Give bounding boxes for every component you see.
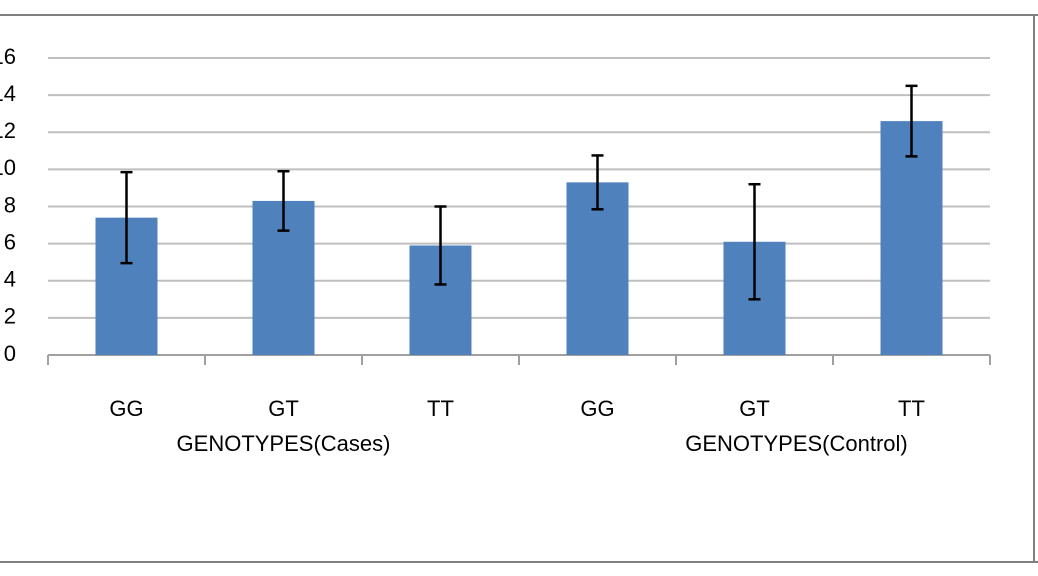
y-tick-label: 16 — [0, 44, 16, 69]
y-tick-label: 10 — [0, 155, 16, 180]
y-tick-label: 0 — [4, 341, 16, 366]
error-bar — [748, 182, 761, 301]
y-tick-label: 14 — [0, 81, 16, 106]
error-bar — [277, 169, 290, 232]
group-label: GENOTYPES(Control) — [685, 431, 908, 456]
y-tick-label: 4 — [4, 267, 16, 292]
x-tick-label: GT — [739, 396, 770, 421]
y-tick-label: 8 — [4, 192, 16, 217]
error-bar — [120, 170, 133, 265]
error-bar — [905, 84, 918, 158]
group-label: GENOTYPES(Cases) — [177, 431, 391, 456]
x-tick-label: GT — [268, 396, 299, 421]
bar — [880, 121, 943, 355]
error-bar — [591, 154, 604, 211]
bar — [566, 182, 629, 355]
x-tick-label: TT — [427, 396, 454, 421]
error-bar — [434, 205, 447, 286]
y-tick-label: 12 — [0, 118, 16, 143]
y-tick-label: 2 — [4, 304, 16, 329]
y-tick-label: 6 — [4, 229, 16, 254]
x-tick-label: TT — [898, 396, 925, 421]
x-tick-label: GG — [109, 396, 143, 421]
x-tick-label: GG — [580, 396, 614, 421]
